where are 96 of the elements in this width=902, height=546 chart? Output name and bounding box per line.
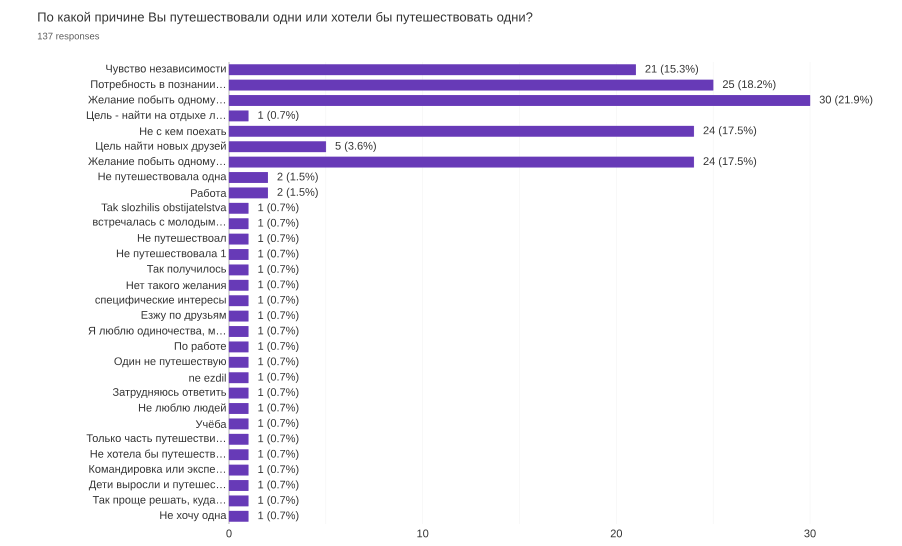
data-label: 1 (0.7%)	[258, 110, 298, 122]
data-label: 1 (0.7%)	[258, 234, 298, 244]
y-tick-label: Чувство независимости	[106, 64, 226, 75]
y-tick-label: Цель найти новых друзей	[96, 141, 226, 152]
x-tick-label: 10	[417, 530, 428, 538]
bar	[228, 126, 694, 137]
y-tick-label: Езжу по друзьям	[142, 311, 226, 322]
y-tick-label: Затрудняюсь ответить	[112, 388, 226, 398]
data-label: 1 (0.7%)	[258, 310, 298, 322]
data-label: 24 (17.5%)	[704, 126, 756, 136]
data-label: 21 (15.3%)	[645, 64, 698, 75]
bar	[228, 341, 249, 352]
bar	[228, 264, 249, 276]
bar	[228, 418, 249, 430]
x-tick-label: 20	[610, 530, 622, 538]
data-label: 1 (0.7%)	[258, 357, 298, 368]
data-label: 1 (0.7%)	[258, 296, 298, 306]
bar	[228, 464, 249, 476]
y-tick-label: Цель - найти на отдыхе л…	[86, 110, 225, 122]
bar	[228, 326, 249, 337]
y-tick-label: Учёба	[196, 420, 226, 428]
data-label: 1 (0.7%)	[258, 403, 298, 414]
bar	[228, 110, 249, 122]
data-label: 25 (18.2%)	[722, 80, 776, 90]
y-tick-label: Только часть путешестви…	[86, 434, 225, 444]
chart-title: По какой причине Вы путешествовали одни или хотели бы путешествовать одни?	[38, 12, 532, 24]
data-label: 1 (0.7%)	[258, 218, 298, 229]
bar	[228, 403, 249, 414]
y-tick-label: Не хочу одна	[160, 511, 226, 522]
y-tick-label: встречалась с молодым…	[93, 220, 225, 228]
bar	[228, 480, 249, 491]
data-label: 1 (0.7%)	[258, 418, 298, 430]
bar	[228, 187, 268, 198]
y-tick-label: Не с кем поехать	[140, 127, 226, 136]
bar	[228, 295, 249, 306]
bar	[228, 95, 810, 106]
data-label: 1 (0.7%)	[258, 388, 298, 398]
data-label: 1 (0.7%)	[258, 372, 298, 383]
y-tick-label: Не люблю людей	[138, 403, 226, 414]
bar	[228, 249, 249, 260]
y-tick-label: Работа	[191, 188, 226, 197]
y-tick-label: Так получилось	[147, 264, 226, 275]
data-label: 24 (17.5%)	[704, 156, 756, 168]
bar	[228, 234, 249, 245]
data-label: 5 (3.6%)	[335, 142, 376, 152]
bar	[228, 280, 249, 291]
data-label: 1 (0.7%)	[258, 434, 298, 444]
y-tick-label: Желание побыть одному…	[88, 156, 225, 168]
x-tick-label: 0	[226, 530, 232, 538]
y-tick-label: Не хотела бы путешеств…	[90, 450, 225, 460]
data-label: 1 (0.7%)	[258, 264, 298, 276]
text: 137 responses	[38, 32, 100, 42]
data-label: 1 (0.7%)	[258, 249, 298, 260]
y-tick-label: ne ezdil	[189, 374, 226, 382]
y-tick-label: Не путешествоал	[138, 234, 226, 244]
y-tick-label: Командировка или экспе…	[89, 465, 225, 476]
y-tick-label: Дети выросли и путешес…	[88, 480, 225, 490]
bar	[228, 141, 326, 152]
bar	[228, 388, 249, 399]
data-label: 2 (1.5%)	[277, 172, 318, 183]
y-tick-label: Tak slozhilis obstijatelstva	[101, 203, 226, 214]
data-label: 1 (0.7%)	[258, 280, 298, 290]
bar	[228, 172, 268, 183]
y-tick-label: Так проще решать, куда…	[92, 496, 225, 506]
x-tick-label: 30	[804, 530, 816, 538]
y-tick-label: Потребность в познании…	[91, 80, 225, 90]
bar	[228, 372, 249, 384]
bar	[228, 449, 249, 460]
bar	[228, 495, 249, 506]
data-label: 1 (0.7%)	[258, 342, 298, 352]
bar	[228, 156, 694, 168]
bar	[228, 64, 636, 76]
data-label: 1 (0.7%)	[258, 326, 298, 337]
data-label: 1 (0.7%)	[258, 511, 298, 522]
y-tick-label: Я люблю одиночества, м…	[88, 326, 225, 337]
data-label: 30 (21.9%)	[820, 95, 872, 106]
y-tick-label: По работе	[174, 342, 226, 352]
bar	[228, 356, 249, 368]
data-label: 1 (0.7%)	[258, 480, 298, 491]
y-tick-label: Желание побыть одному…	[88, 95, 225, 106]
y-tick-label: Не путешествовала одна	[98, 172, 226, 182]
bar	[228, 434, 249, 445]
y-tick-label: специфические интересы	[95, 296, 226, 306]
bar	[228, 202, 249, 214]
bar	[228, 218, 249, 230]
data-label: 1 (0.7%)	[258, 203, 298, 214]
data-label: 1 (0.7%)	[258, 450, 298, 460]
data-label: 1 (0.7%)	[258, 496, 298, 506]
bar	[228, 310, 249, 322]
data-label: 2 (1.5%)	[277, 188, 318, 198]
bar	[228, 510, 249, 522]
data-label: 1 (0.7%)	[258, 464, 298, 476]
bar	[228, 80, 714, 91]
y-tick-label: Не путешествовала 1	[116, 250, 226, 260]
y-tick-label: Нет такого желания	[126, 281, 226, 290]
y-tick-label: Один не путешествую	[114, 357, 226, 368]
